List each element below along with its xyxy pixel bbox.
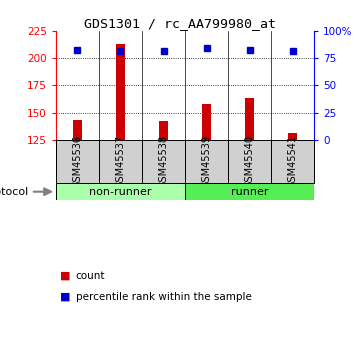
Bar xyxy=(73,120,82,140)
Text: protocol: protocol xyxy=(0,187,51,197)
Text: ■: ■ xyxy=(60,271,70,281)
Text: percentile rank within the sample: percentile rank within the sample xyxy=(76,292,252,302)
Bar xyxy=(202,104,211,140)
Bar xyxy=(245,98,254,140)
Text: GDS1301 / rc_AA799980_at: GDS1301 / rc_AA799980_at xyxy=(84,17,277,30)
Text: count: count xyxy=(76,271,105,281)
Text: GSM45541: GSM45541 xyxy=(288,135,297,188)
Text: runner: runner xyxy=(231,187,268,197)
Text: GSM45537: GSM45537 xyxy=(116,135,126,188)
Text: non-runner: non-runner xyxy=(89,187,152,197)
Text: GSM45538: GSM45538 xyxy=(158,135,169,188)
Bar xyxy=(288,133,297,140)
Bar xyxy=(116,44,125,140)
Bar xyxy=(159,121,168,140)
Bar xyxy=(185,183,314,200)
Text: GSM45536: GSM45536 xyxy=(73,135,82,188)
Text: ■: ■ xyxy=(60,292,70,302)
Text: GSM45540: GSM45540 xyxy=(244,135,255,188)
Text: GSM45539: GSM45539 xyxy=(201,135,212,188)
Bar xyxy=(56,183,185,200)
